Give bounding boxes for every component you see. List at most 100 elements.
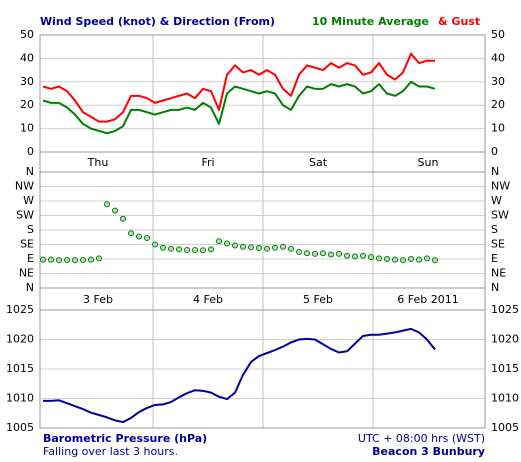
scatter-point bbox=[344, 252, 350, 259]
y-tick-label: 1015 bbox=[6, 362, 34, 375]
x-category-label: Fri bbox=[201, 156, 214, 169]
scatter-point bbox=[416, 256, 422, 263]
scatter-point bbox=[296, 248, 302, 255]
y-tick-label: 20 bbox=[491, 98, 505, 111]
y-tick-label: 40 bbox=[20, 51, 34, 64]
subtitle: Falling over last 3 hours. bbox=[43, 445, 178, 458]
chart-title: Barometric Pressure (hPa) bbox=[43, 432, 207, 445]
y-tick-label: 50 bbox=[491, 28, 505, 41]
scatter-point bbox=[184, 246, 190, 253]
y-tick-label: 1005 bbox=[6, 421, 34, 434]
scatter-point bbox=[280, 243, 286, 250]
plot-frame bbox=[39, 309, 486, 429]
scatter-point bbox=[112, 207, 118, 214]
scatter-point bbox=[288, 245, 294, 252]
y-tick-label: W bbox=[491, 194, 502, 207]
scatter-point bbox=[400, 257, 406, 264]
scatter-point bbox=[264, 245, 270, 252]
y-tick-label: NW bbox=[15, 180, 34, 193]
scatter-point bbox=[360, 252, 366, 259]
y-tick-label: E bbox=[27, 252, 34, 265]
scatter-point bbox=[104, 201, 110, 208]
y-tick-label: 50 bbox=[20, 28, 34, 41]
scatter-point bbox=[48, 256, 54, 263]
scatter-point bbox=[352, 253, 358, 260]
scatter-point bbox=[248, 244, 254, 251]
scatter-point bbox=[256, 245, 262, 252]
y-tick-label: 0 bbox=[27, 145, 34, 158]
scatter-point bbox=[56, 257, 62, 264]
y-tick-label: SW bbox=[491, 209, 509, 222]
x-category-label: 4 Feb bbox=[193, 293, 223, 306]
scatter-point bbox=[152, 241, 158, 248]
y-tick-label: 1025 bbox=[6, 303, 34, 316]
scatter-point bbox=[168, 245, 174, 252]
scatter-point bbox=[72, 257, 78, 264]
y-tick-label: 30 bbox=[20, 75, 34, 88]
y-tick-label: 1025 bbox=[491, 303, 519, 316]
scatter-point bbox=[224, 240, 230, 247]
series-line bbox=[42, 80, 436, 135]
y-tick-label: NW bbox=[491, 180, 510, 193]
y-tick-label: S bbox=[27, 223, 34, 236]
annotation: UTC + 08:00 hrs (WST) bbox=[358, 432, 485, 445]
chart-title: Wind Speed (knot) & Direction (From) bbox=[40, 15, 275, 28]
y-tick-label: 0 bbox=[491, 145, 498, 158]
y-tick-label: NE bbox=[19, 267, 34, 280]
y-tick-label: 20 bbox=[20, 98, 34, 111]
x-category-label: 6 Feb 2011 bbox=[397, 293, 458, 306]
scatter-point bbox=[192, 246, 198, 253]
scatter-point bbox=[328, 251, 334, 258]
scatter-point bbox=[408, 256, 414, 262]
y-tick-label: 10 bbox=[20, 122, 34, 135]
scatter-point bbox=[208, 246, 214, 253]
scatter-point bbox=[368, 254, 374, 261]
scatter-point bbox=[216, 238, 222, 245]
y-tick-label: SE bbox=[491, 238, 505, 251]
scatter-point bbox=[160, 244, 166, 251]
scatter-point bbox=[96, 255, 102, 262]
scatter-point bbox=[336, 250, 342, 257]
annotation: Beacon 3 Bunbury bbox=[372, 445, 485, 458]
y-tick-label: 1010 bbox=[6, 392, 34, 405]
scatter-point bbox=[320, 250, 326, 257]
series-line bbox=[43, 327, 436, 424]
scatter-point bbox=[88, 256, 94, 263]
scatter-point bbox=[80, 256, 86, 263]
y-tick-label: 1020 bbox=[6, 333, 34, 346]
scatter-point bbox=[120, 215, 126, 222]
scatter-point bbox=[176, 246, 182, 253]
scatter-point bbox=[424, 255, 430, 262]
scatter-point bbox=[392, 256, 398, 263]
scatter-point bbox=[128, 230, 134, 237]
y-tick-label: 1015 bbox=[491, 362, 519, 375]
x-category-label: Sat bbox=[309, 156, 328, 169]
y-tick-label: 1005 bbox=[491, 421, 519, 434]
y-tick-label: 40 bbox=[491, 51, 505, 64]
scatter-point bbox=[240, 243, 246, 250]
y-tick-label: 30 bbox=[491, 75, 505, 88]
scatter-point bbox=[40, 256, 46, 263]
scatter-point bbox=[376, 255, 382, 262]
y-tick-label: NE bbox=[491, 267, 506, 280]
scatter-point bbox=[200, 247, 206, 254]
y-tick-label: N bbox=[491, 281, 499, 294]
y-tick-label: N bbox=[26, 281, 34, 294]
scatter-point bbox=[432, 257, 438, 264]
y-tick-label: SE bbox=[20, 238, 34, 251]
x-category-label: Thu bbox=[87, 156, 109, 169]
y-tick-label: E bbox=[491, 252, 498, 265]
scatter-point bbox=[304, 250, 310, 257]
scatter-point bbox=[64, 256, 70, 263]
y-tick-label: S bbox=[491, 223, 498, 236]
scatter-point bbox=[136, 233, 142, 240]
scatter-point bbox=[144, 235, 150, 242]
x-category-label: 3 Feb bbox=[83, 293, 113, 306]
y-tick-label: W bbox=[23, 194, 34, 207]
series-line bbox=[42, 52, 435, 123]
scatter-point bbox=[384, 256, 390, 262]
y-tick-label: N bbox=[26, 165, 34, 178]
y-tick-label: N bbox=[491, 165, 499, 178]
